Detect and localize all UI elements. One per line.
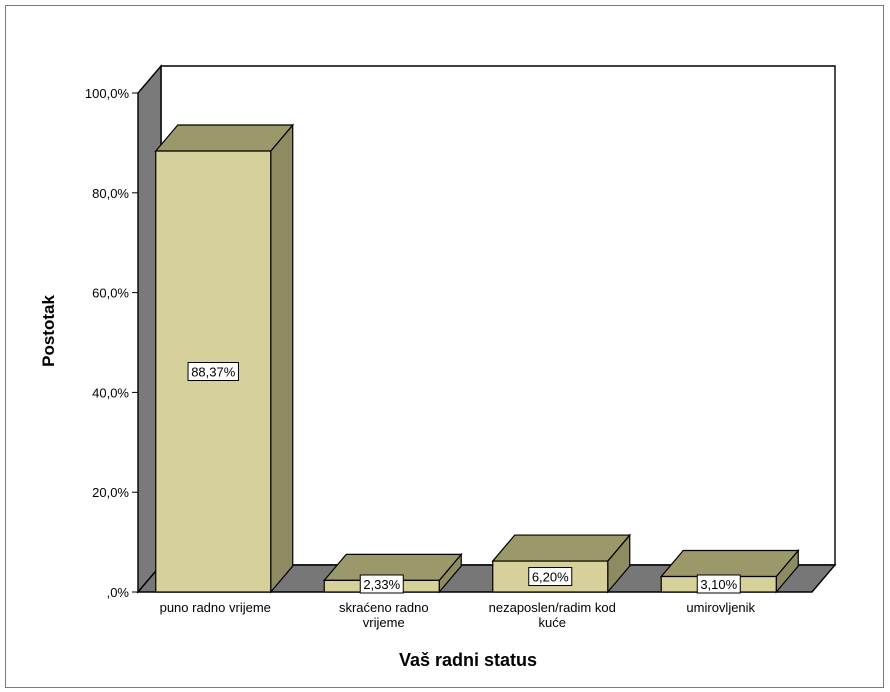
x-category-label: skraćeno radno — [339, 600, 429, 615]
bar-side — [270, 123, 294, 594]
x-category-label: puno radno vrijeme — [160, 600, 271, 615]
data-label: 2,33% — [363, 577, 400, 592]
y-tick-label: 60,0% — [92, 286, 129, 301]
y-tick-label: 20,0% — [92, 485, 129, 500]
data-label: 6,20% — [532, 570, 569, 585]
data-label-box — [187, 362, 239, 382]
y-tick-label: ,0% — [107, 585, 130, 600]
data-label: 88,37% — [191, 365, 236, 380]
y-tick-label: 40,0% — [92, 385, 129, 400]
x-category-label: vrijeme — [363, 615, 405, 630]
x-category-label: nezaposlen/radim kod — [489, 600, 616, 615]
bar-front — [155, 150, 272, 593]
y-axis-ticks: ,0% 20,0% 40,0% 60,0% 80,0% 100,0% — [85, 86, 138, 600]
data-label-box — [359, 574, 404, 594]
y-tick-label: 100,0% — [85, 86, 130, 101]
bar: 2,33% — [322, 552, 463, 594]
bar-top — [491, 534, 632, 562]
x-axis-title: Vaš radni status — [399, 650, 537, 670]
bar: 88,37% — [154, 123, 295, 594]
bar: 3,10% — [659, 548, 800, 594]
x-category-label: kuće — [539, 615, 566, 630]
x-category-label: umirovljenik — [686, 600, 755, 615]
bar-top — [659, 549, 800, 578]
data-label-box — [696, 574, 741, 594]
bar-top — [154, 124, 295, 152]
bars: 88,37% 2,33% 6,20% 3,10% — [154, 123, 800, 594]
chart-frame — [5, 5, 884, 688]
data-label: 3,10% — [700, 577, 737, 592]
data-label-box — [528, 567, 573, 587]
y-tick-label: 80,0% — [92, 186, 129, 201]
bar: 6,20% — [491, 533, 632, 594]
y-axis-title: Postotak — [39, 295, 58, 367]
